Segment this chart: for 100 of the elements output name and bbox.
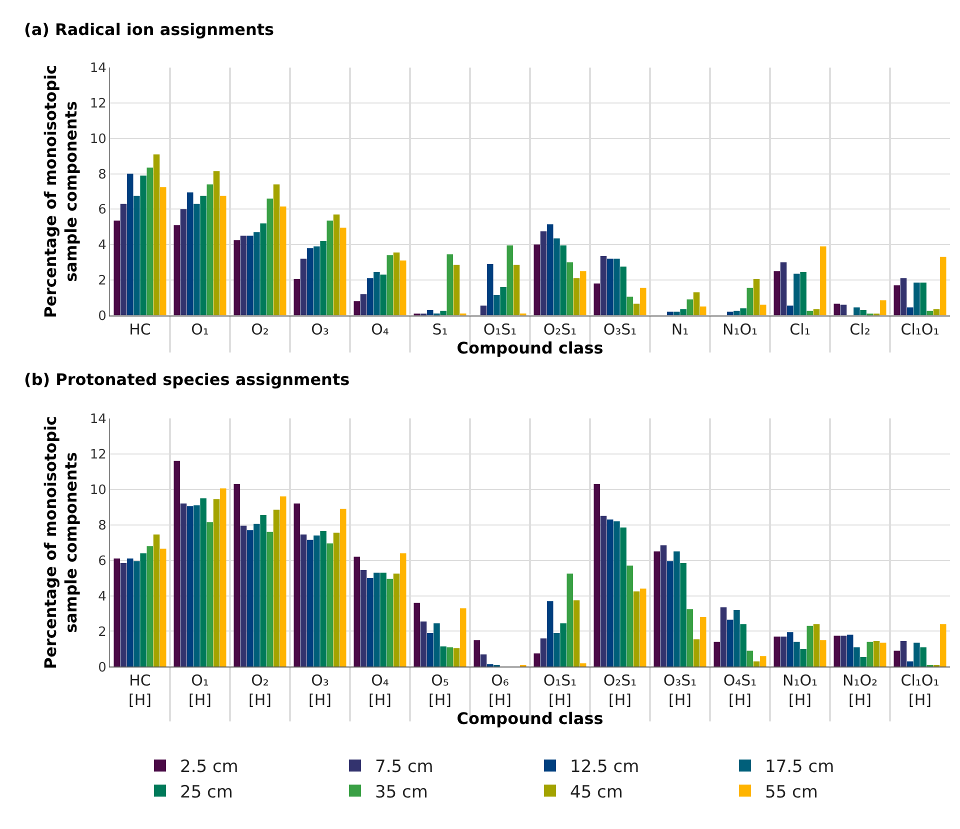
- bar: [294, 504, 300, 667]
- bar: [746, 288, 754, 316]
- bar: [686, 299, 694, 316]
- bar: [626, 296, 634, 316]
- bar: [254, 232, 260, 316]
- bar: [120, 204, 127, 316]
- bar: [140, 176, 146, 316]
- bar: [240, 526, 247, 667]
- x-tick-label: O₁: [191, 320, 209, 338]
- bar: [126, 174, 134, 316]
- bar: [680, 562, 686, 667]
- bar: [333, 532, 340, 667]
- bar: [234, 484, 240, 667]
- y-tick-label: 6: [98, 202, 106, 218]
- bar: [834, 636, 840, 667]
- x-tick-label: O₃: [311, 320, 329, 338]
- bar: [900, 641, 907, 667]
- y-tick-label: 4: [98, 589, 106, 604]
- legend-label: 35 cm: [375, 782, 428, 802]
- x-tick-label: Cl₁O₁: [900, 320, 940, 338]
- y-tick-label: 10: [90, 132, 106, 147]
- bar: [894, 285, 900, 316]
- x-tick-label: O₂S₁: [543, 320, 577, 338]
- bar: [920, 647, 926, 667]
- bar: [626, 566, 634, 667]
- bar: [306, 248, 314, 316]
- bar: [474, 640, 480, 667]
- bar: [760, 656, 766, 667]
- bar: [280, 206, 286, 316]
- bar: [393, 574, 400, 667]
- bar: [414, 602, 420, 667]
- bar: [820, 640, 826, 667]
- bar: [460, 608, 466, 667]
- bar: [866, 642, 874, 667]
- bar: [134, 196, 140, 316]
- bar: [446, 647, 454, 667]
- bar: [246, 530, 254, 667]
- bar: [534, 244, 540, 316]
- bar: [633, 591, 640, 667]
- bar: [740, 624, 746, 667]
- y-tick-label: 6: [98, 554, 106, 569]
- x-tick-label: O₃ [H]: [308, 672, 332, 710]
- bar: [700, 306, 706, 316]
- bar: [726, 620, 734, 667]
- bar: [594, 484, 600, 667]
- x-tick-label: S₁: [432, 320, 448, 338]
- bar: [480, 306, 487, 316]
- y-tick-label: 2: [98, 273, 106, 288]
- bar: [546, 601, 554, 667]
- legend-label: 7.5 cm: [375, 757, 434, 778]
- bar: [186, 506, 194, 667]
- bar: [366, 578, 374, 667]
- bar: [300, 534, 307, 667]
- bar: [320, 241, 326, 316]
- bar: [654, 551, 660, 667]
- bar: [614, 521, 620, 667]
- x-tick-label: N₁O₁: [722, 320, 758, 338]
- bar: [906, 307, 914, 316]
- bar: [360, 570, 367, 667]
- bar: [600, 256, 607, 316]
- bar: [194, 505, 200, 667]
- bar: [740, 308, 746, 316]
- y-tick-label: 12: [90, 96, 106, 112]
- bar: [780, 262, 787, 316]
- bar: [333, 214, 340, 316]
- bar: [386, 255, 394, 316]
- bar: [213, 171, 220, 316]
- bar: [860, 310, 866, 316]
- bar: [940, 256, 946, 316]
- bar: [640, 588, 646, 667]
- x-tick-label: O₁S₁ [H]: [543, 672, 577, 710]
- bar: [760, 304, 766, 316]
- bar: [326, 543, 334, 667]
- bar: [894, 650, 900, 667]
- chart-title: (a) Radical ion assignments: [24, 20, 274, 39]
- bar: [114, 558, 120, 667]
- bar: [794, 642, 800, 667]
- bar: [580, 271, 586, 316]
- bar: [806, 626, 814, 667]
- bar: [180, 209, 187, 316]
- bar: [786, 306, 794, 316]
- bar: [620, 527, 626, 667]
- x-tick-label: O₅ [H]: [428, 672, 452, 710]
- bar: [206, 184, 214, 316]
- bar: [126, 558, 134, 667]
- bar: [246, 236, 254, 316]
- bar: [820, 246, 826, 316]
- bar: [674, 551, 680, 667]
- bar: [340, 228, 346, 316]
- bar: [200, 196, 206, 316]
- bar: [213, 499, 220, 667]
- bar: [273, 184, 280, 316]
- bar: [220, 196, 226, 316]
- bar: [914, 642, 920, 667]
- bar: [693, 292, 700, 316]
- bar: [354, 301, 360, 316]
- bar: [314, 246, 320, 316]
- bar: [566, 574, 574, 667]
- bar: [614, 258, 620, 316]
- x-tick-label: O₃S₁ [H]: [663, 672, 697, 710]
